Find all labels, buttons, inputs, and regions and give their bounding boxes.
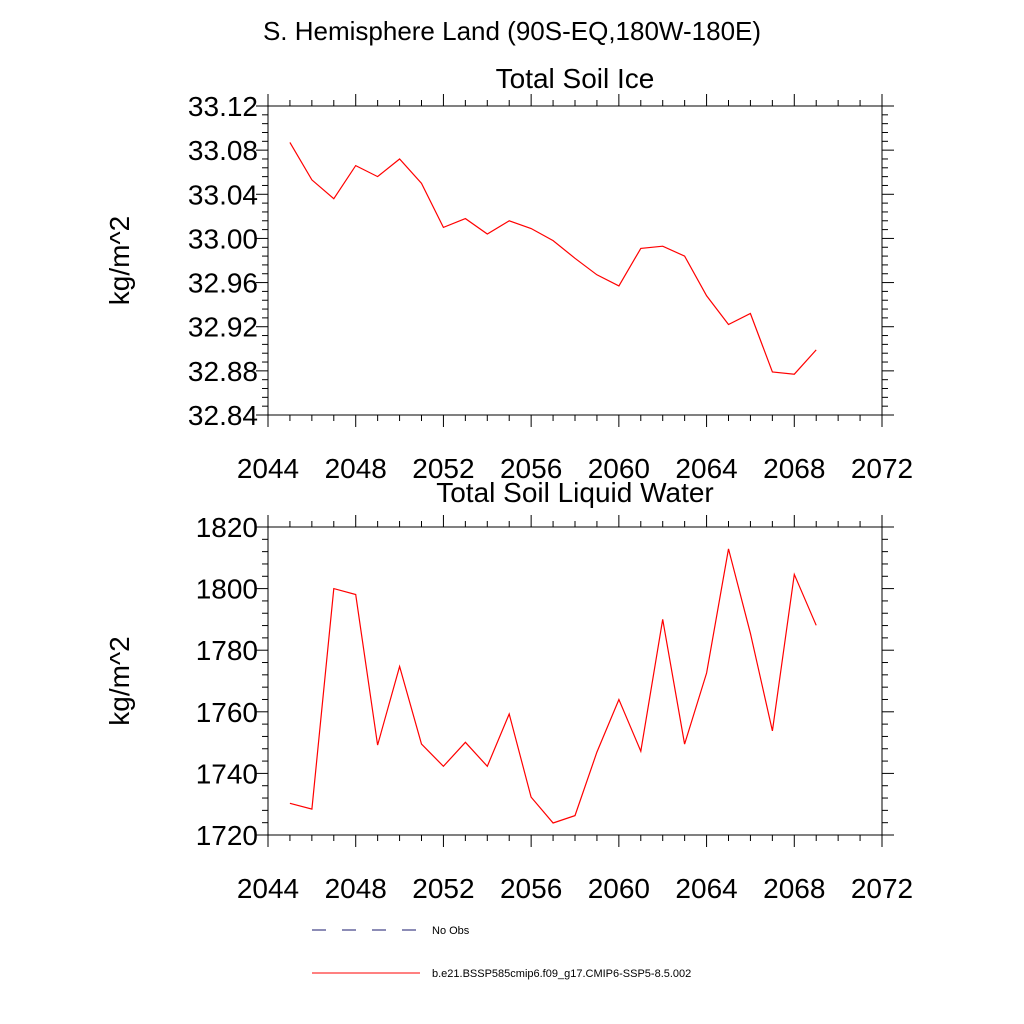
chart-title: Total Soil Ice <box>496 63 655 94</box>
legend: No Obs b.e21.BSSP585cmip6.f09_g17.CMIP6-S… <box>312 925 691 980</box>
chart-panel-1: Total Soil Ice 2044 2048 2052 2056 2060 2064 20… <box>104 63 913 484</box>
x-tick-label: 2052 <box>412 453 474 484</box>
x-tick-label: 2056 <box>500 453 562 484</box>
x-tick-label: 2052 <box>412 873 474 904</box>
legend-label-1: No Obs <box>432 925 470 937</box>
x-tick-label: 2072 <box>851 873 913 904</box>
x-tick-label: 2064 <box>675 873 737 904</box>
chart-title: Total Soil Liquid Water <box>436 477 714 508</box>
x-tick-label: 2064 <box>675 453 737 484</box>
y-tick-label: 33.12 <box>188 91 258 122</box>
y-tick-label: 1780 <box>196 635 258 666</box>
y-tick-label: 33.08 <box>188 135 258 166</box>
x-tick-label: 2060 <box>588 873 650 904</box>
y-tick-label: 32.92 <box>188 312 258 343</box>
y-tick-label: 1800 <box>196 574 258 605</box>
figure-title: S. Hemisphere Land (90S-EQ,180W-180E) <box>262 16 762 46</box>
y-tick-label: 32.96 <box>188 268 258 299</box>
x-tick-label: 2048 <box>325 453 387 484</box>
chart-panel-2: Total Soil Liquid Water 2044 2048 2052 2056 2… <box>104 477 913 904</box>
y-tick-label: 32.84 <box>188 400 258 431</box>
plot-frame <box>267 526 883 836</box>
x-tick-label: 2056 <box>500 873 562 904</box>
y-axis-label: kg/m^2 <box>104 636 135 725</box>
x-tick-label: 2068 <box>763 873 825 904</box>
y-tick-label: 1740 <box>196 758 258 789</box>
y-tick-label: 1760 <box>196 697 258 728</box>
series-line-1 <box>289 548 817 824</box>
y-tick-label: 1720 <box>196 820 258 851</box>
x-tick-label: 2068 <box>763 453 825 484</box>
x-tick-label: 2044 <box>237 453 299 484</box>
series-line-1 <box>289 142 817 375</box>
y-tick-label: 33.04 <box>188 179 258 210</box>
y-axis-label: kg/m^2 <box>104 216 135 305</box>
x-tick-label: 2044 <box>237 873 299 904</box>
y-tick-label: 32.88 <box>188 356 258 387</box>
x-tick-label: 2072 <box>851 453 913 484</box>
x-tick-label: 2060 <box>588 453 650 484</box>
y-tick-label: 33.00 <box>188 223 258 254</box>
legend-label-2: b.e21.BSSP585cmip6.f09_g17.CMIP6-SSP5-8.… <box>432 968 691 980</box>
plot-frame <box>267 105 883 416</box>
y-tick-label: 1820 <box>196 512 258 543</box>
x-tick-label: 2048 <box>325 873 387 904</box>
